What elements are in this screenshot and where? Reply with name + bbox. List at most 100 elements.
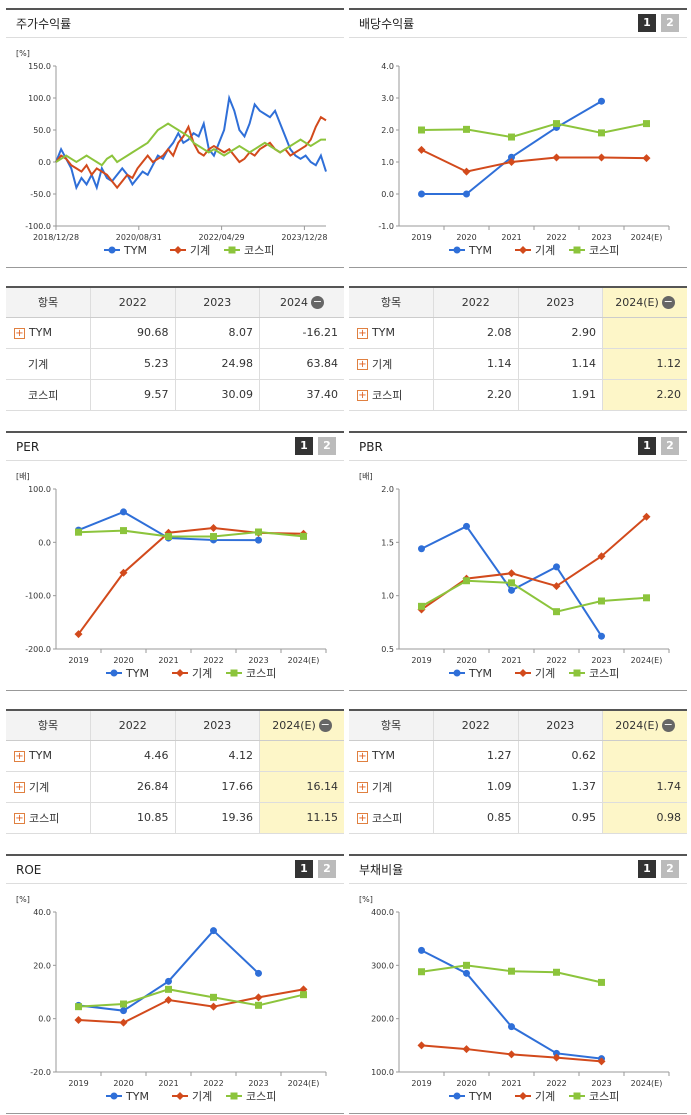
cell-text: 9.57 (144, 388, 169, 401)
tab-1-button[interactable]: 1 (295, 437, 313, 455)
unit-label: [%] (16, 49, 30, 58)
x-tick-label: 2019 (411, 1079, 431, 1088)
x-tick-label: 2023/12/28 (281, 233, 327, 242)
legend-marker (228, 246, 236, 254)
x-tick-label: 2019 (411, 656, 431, 665)
unit-label: [%] (359, 895, 373, 904)
series-line-기계 (420, 515, 648, 611)
column-header: 2023 (517, 709, 603, 741)
expand-icon[interactable]: + (357, 390, 368, 401)
y-tick-label: 2.0 (381, 126, 394, 135)
x-tick-label: 2019 (68, 656, 88, 665)
tab-2-button[interactable]: 2 (318, 860, 336, 878)
table-cell: 16.14 (259, 771, 344, 803)
row-label: + 기계 (349, 348, 434, 380)
data-point (165, 985, 172, 993)
legend-marker (110, 1092, 118, 1100)
legend-marker (230, 1092, 238, 1100)
x-tick-label: 2019 (68, 1079, 88, 1088)
column-header-label: 항목 (37, 719, 59, 733)
row-label: + 기계 (349, 771, 434, 803)
tab-2-button[interactable]: 2 (661, 860, 679, 878)
data-point (119, 568, 128, 577)
tab-1-button[interactable]: 1 (638, 860, 656, 878)
cell-text: 기계 (372, 780, 393, 794)
data-point (463, 125, 470, 133)
series-line-기계 (421, 148, 647, 173)
y-tick-label: 300.0 (371, 961, 394, 970)
column-header-label: 항목 (37, 296, 59, 310)
table-cell: 1.12 (602, 348, 687, 380)
y-tick-label: 200.0 (371, 1015, 394, 1024)
expand-icon[interactable]: + (357, 750, 368, 762)
row-label: 코스피 (6, 379, 91, 411)
x-tick-label: 2019 (411, 233, 431, 242)
cell-text: 10.85 (137, 811, 169, 824)
tab-2-button[interactable]: 2 (318, 437, 336, 455)
column-header-label: 2024(E) (272, 718, 316, 732)
series-line-코스피 (421, 579, 647, 613)
cell-text: 2.20 (656, 388, 682, 401)
cell-text: 2.08 (487, 326, 512, 339)
table-header-row: 항목 2022 2023 2024(E) − (349, 709, 687, 741)
collapse-icon[interactable]: − (318, 718, 332, 732)
table-cell: -16.21 (259, 317, 344, 349)
x-tick-label: 2022 (546, 656, 566, 665)
y-tick-label: 0.0 (38, 1015, 51, 1024)
expand-icon[interactable]: + (14, 750, 25, 762)
expand-icon[interactable]: + (357, 327, 368, 339)
data-point (507, 569, 516, 578)
data-point (553, 608, 560, 616)
data-point (75, 1003, 82, 1011)
legend-marker (174, 246, 182, 254)
data-point (120, 1007, 127, 1015)
panel-title-text: ROE (16, 862, 42, 877)
tab-1-button[interactable]: 1 (638, 14, 656, 32)
y-tick-label: 0.5 (381, 645, 394, 654)
expand-icon[interactable]: + (357, 782, 368, 793)
column-header-label: 2023 (546, 295, 575, 309)
row-label: + 코스피 (349, 379, 434, 411)
cell-text: 4.12 (228, 749, 254, 762)
data-point (418, 545, 425, 553)
tab-2-button[interactable]: 2 (661, 14, 679, 32)
panel-title-text: 주가수익률 (16, 17, 72, 31)
table-cell: 0.98 (602, 802, 687, 834)
expand-icon[interactable]: + (14, 327, 25, 339)
expand-icon[interactable]: + (357, 813, 368, 824)
legend-label: TYM (125, 667, 149, 680)
legend-label: 기계 (535, 1090, 555, 1103)
expand-icon[interactable]: + (14, 782, 25, 793)
data-point (417, 145, 426, 154)
collapse-icon[interactable]: − (661, 718, 675, 732)
x-tick-label: 2020 (456, 656, 476, 665)
collapse-icon[interactable]: − (661, 295, 675, 309)
legend-marker (176, 1092, 184, 1100)
cell-text: 26.84 (137, 780, 169, 793)
column-header-label: 항목 (380, 296, 402, 310)
data-point (598, 97, 605, 105)
legend-label: 기계 (190, 244, 210, 257)
y-tick-label: 100.0 (28, 485, 51, 494)
stock-return-chart: [%] 150.0 100.0 50.0 0.0 -50.0 -100.0 2018/12/2… (16, 49, 327, 257)
legend-label: 코스피 (589, 244, 619, 257)
expand-icon[interactable]: + (357, 359, 368, 370)
collapse-icon[interactable]: − (311, 295, 324, 309)
data-point (74, 630, 83, 639)
column-header: 2024(E) − (259, 709, 344, 741)
data-point (120, 527, 127, 535)
panel-title-text: PER (16, 439, 40, 454)
tab-1-button[interactable]: 1 (638, 437, 656, 455)
expand-icon[interactable]: + (14, 813, 25, 824)
row-label: + TYM (349, 317, 434, 349)
table-cell: 63.84 (259, 348, 344, 380)
tab-2-button[interactable]: 2 (661, 437, 679, 455)
tab-1-button[interactable]: 1 (295, 860, 313, 878)
cell-text: TYM (372, 326, 395, 339)
table-row: + 코스피 0.85 0.95 0.98 (349, 802, 687, 834)
x-tick-label: 2024(E) (631, 233, 663, 242)
y-tick-label: 4.0 (381, 62, 394, 71)
data-point (463, 190, 470, 198)
